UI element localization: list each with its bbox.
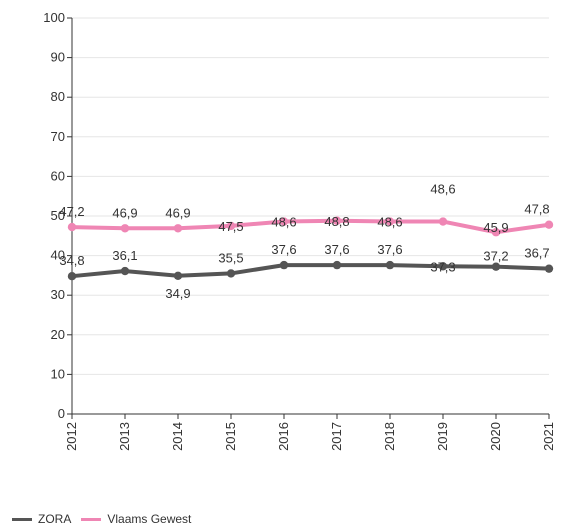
legend: ZORA Vlaams Gewest (12, 510, 201, 528)
x-tick-label-2014: 2014 (170, 422, 185, 451)
y-tick-label-30: 30 (51, 287, 65, 302)
data-label-zora-2019: 37,3 (430, 259, 455, 274)
point-zora-2020 (491, 262, 501, 271)
legend-swatch-vlaams-gewest (81, 517, 102, 521)
point-vlaams-gewest-2021 (544, 220, 554, 229)
point-zora-2019 (438, 262, 448, 271)
data-label-vlaams-gewest-2021: 47,8 (524, 202, 549, 217)
x-tick-label-2020: 2020 (488, 422, 503, 451)
point-zora-2017 (332, 260, 342, 270)
point-zora-2016 (279, 260, 289, 270)
point-vlaams-gewest-2018 (385, 217, 395, 226)
data-label-vlaams-gewest-2015: 47,5 (218, 219, 243, 234)
gridlines (72, 17, 549, 375)
data-label-vlaams-gewest-2016: 48,6 (271, 215, 296, 230)
x-tick-label-2012: 2012 (64, 422, 79, 451)
point-zora-2015 (226, 269, 236, 278)
data-label-zora-2014: 34,9 (165, 286, 190, 301)
x-tick-label-2019: 2019 (435, 422, 450, 451)
data-label-zora-2012: 34,8 (59, 253, 84, 268)
y-tick-label-90: 90 (51, 50, 65, 65)
data-label-zora-2018: 37,6 (377, 242, 402, 257)
point-zora-2013 (120, 266, 130, 276)
point-vlaams-gewest-2017 (332, 216, 342, 225)
legend-label-vlaams-gewest: Vlaams Gewest (107, 512, 192, 526)
data-label-vlaams-gewest-2012: 47,2 (59, 204, 84, 219)
data-label-vlaams-gewest-2017: 48,8 (324, 214, 349, 229)
point-vlaams-gewest-2012 (67, 222, 77, 232)
data-label-zora-2017: 37,6 (324, 242, 349, 257)
data-label-zora-2021: 36,7 (524, 246, 549, 261)
legend-swatch-zora (12, 517, 32, 521)
point-zora-2014 (173, 271, 183, 280)
y-tick-label-0: 0 (58, 406, 65, 421)
data-labels: 34,8 36,1 34,9 35,5 37,6 37,6 37,6 37,3 37,2 36,7… (59, 182, 549, 301)
data-label-vlaams-gewest-2014: 46,9 (165, 205, 190, 220)
point-zora-2021 (544, 264, 554, 273)
x-tick-label-2021: 2021 (541, 422, 556, 451)
x-tick-label-2015: 2015 (223, 422, 238, 451)
x-tick-label-2013: 2013 (117, 422, 132, 451)
data-label-vlaams-gewest-2019: 48,6 (430, 182, 455, 197)
data-label-zora-2016: 37,6 (271, 242, 296, 257)
series-line-vlaams-gewest (70, 218, 551, 235)
point-vlaams-gewest-2020 (491, 228, 501, 237)
legend-item-zora[interactable]: ZORA (12, 512, 71, 526)
point-vlaams-gewest-2015 (226, 221, 236, 231)
data-label-vlaams-gewest-2013: 46,9 (112, 205, 137, 220)
point-zora-2012 (67, 271, 77, 281)
data-label-vlaams-gewest-2018: 48,6 (377, 215, 402, 230)
y-tick-label-40: 40 (51, 248, 65, 263)
y-tick-label-100: 100 (43, 10, 65, 25)
y-tick-label-50: 50 (51, 208, 65, 223)
x-tick-label-2018: 2018 (382, 422, 397, 451)
y-tick-label-80: 80 (51, 89, 65, 104)
y-tick-label-60: 60 (51, 168, 65, 183)
data-label-zora-2013: 36,1 (112, 248, 137, 263)
point-vlaams-gewest-2013 (120, 224, 130, 233)
y-tick-label-20: 20 (51, 327, 65, 342)
data-label-zora-2020: 37,2 (483, 249, 508, 264)
y-axis-ticks: 0 10 20 30 40 50 60 70 80 90 100 (43, 10, 72, 421)
data-label-vlaams-gewest-2020: 45,9 (483, 220, 508, 235)
y-tick-label-70: 70 (51, 129, 65, 144)
data-label-zora-2015: 35,5 (218, 250, 243, 265)
x-tick-label-2016: 2016 (276, 422, 291, 451)
series-line-zora (70, 263, 551, 279)
point-vlaams-gewest-2016 (279, 217, 289, 226)
legend-item-vlaams-gewest[interactable]: Vlaams Gewest (81, 512, 191, 526)
point-zora-2018 (385, 260, 395, 270)
point-vlaams-gewest-2019 (438, 217, 448, 226)
point-vlaams-gewest-2014 (173, 224, 183, 233)
legend-label-zora: ZORA (38, 512, 72, 526)
x-axis-ticks: 2012 2013 2014 2015 2016 2017 2018 2019 2020 2021 (64, 414, 556, 451)
series-lines (67, 216, 554, 281)
y-tick-label-10: 10 (51, 366, 65, 381)
x-tick-label-2017: 2017 (329, 422, 344, 451)
